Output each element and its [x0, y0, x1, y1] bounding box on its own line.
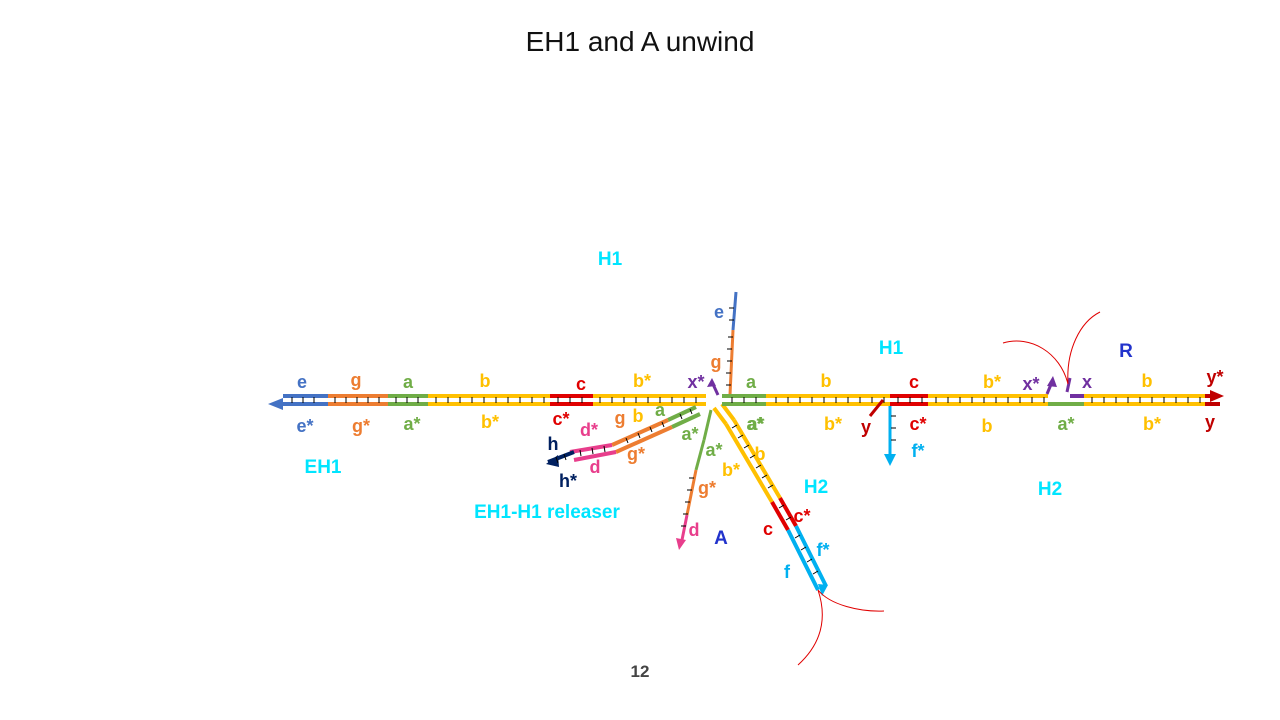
label-fstar-h2: f* [817, 540, 830, 560]
label-gstar-rel: g* [627, 444, 645, 464]
label-ystar: y* [1206, 367, 1223, 387]
label-h2-right: H2 [1038, 479, 1062, 500]
red-arcs [797, 311, 1101, 666]
label-f-h2: f [784, 562, 791, 582]
label-a-rel: a [655, 400, 666, 420]
arrow-e-left [268, 398, 283, 410]
label-dstar: d* [580, 420, 598, 440]
label-h2-mid: H2 [804, 477, 828, 498]
label-astar-a1: a* [681, 424, 698, 444]
label-r-strand: R [1119, 341, 1133, 362]
complex-labels: H1 H1 EH1 EH1-H1 releaser H2 H2 A R [305, 249, 1134, 549]
label-a-right: a [746, 372, 757, 392]
label-c-right: c [909, 372, 919, 392]
label-gstar: g* [352, 416, 370, 436]
label-c: c [576, 374, 586, 394]
label-g: g [351, 370, 362, 390]
label-a-strand: A [714, 528, 728, 549]
label-c-h2: c [763, 519, 773, 539]
label-bstar-right: b* [983, 372, 1001, 392]
label-astar: a* [403, 414, 420, 434]
label-cstar: c* [552, 409, 569, 429]
label-xstar-right: x* [1022, 374, 1039, 394]
label-h1-right: H1 [879, 338, 904, 359]
label-cstar-h2: c* [793, 506, 810, 526]
strand-a [676, 409, 713, 550]
label-fstar-right: f* [912, 441, 925, 461]
h1-h2-duplex [722, 390, 1224, 406]
label-b-far-right: b [1142, 371, 1153, 391]
label-g-rel: g [615, 408, 626, 428]
label-g-up: g [711, 352, 722, 372]
label-astar-far-right: a* [1057, 414, 1074, 434]
label-d-a: d [689, 520, 700, 540]
slide-title: EH1 and A unwind [525, 26, 755, 57]
label-bstar-h2: b* [722, 460, 740, 480]
releaser-duplex [546, 405, 701, 467]
domain-labels: e g a b c b* x* e* g* a* b* c* d* g b a … [296, 302, 1223, 582]
label-y-right: y [861, 417, 871, 437]
arc-bottom [797, 589, 885, 666]
label-bstar-far-right: b* [1143, 414, 1161, 434]
label-eh1: EH1 [305, 457, 342, 478]
label-h: h [548, 434, 559, 454]
label-astar-right: a* [747, 414, 764, 434]
label-b-h2: b [755, 444, 766, 464]
label-e: e [297, 372, 307, 392]
label-b-right: b [821, 371, 832, 391]
label-d: d [590, 457, 601, 477]
arc-top [1002, 311, 1101, 385]
label-gstar-a: g* [698, 478, 716, 498]
label-b-rel: b [633, 406, 644, 426]
label-y-far-right: y [1205, 412, 1215, 432]
label-b: b [480, 371, 491, 391]
label-releaser: EH1-H1 releaser [474, 502, 620, 523]
hairpin-up [726, 291, 738, 396]
h2-diagonal [712, 402, 828, 596]
label-astar-h2: a* [746, 414, 763, 434]
label-estar: e* [296, 416, 313, 436]
label-bstar-bottom: b* [481, 412, 499, 432]
label-e-up: e [714, 302, 724, 322]
label-xstar: x* [687, 372, 704, 392]
x-star-arrow-head [707, 378, 716, 387]
label-a: a [403, 372, 414, 392]
base-pair-ticks [291, 397, 697, 403]
y-toehold [868, 399, 885, 417]
label-b-right-bottom: b [982, 416, 993, 436]
label-hstar: h* [559, 471, 577, 491]
page-number: 12 [630, 662, 650, 681]
label-bstar-right-bottom: b* [824, 414, 842, 434]
label-x-right: x [1082, 372, 1092, 392]
label-astar-a2: a* [705, 440, 722, 460]
eh1-duplex [268, 394, 706, 410]
label-h1-top: H1 [598, 249, 623, 270]
label-cstar-right: c* [909, 414, 926, 434]
label-bstar: b* [633, 371, 651, 391]
